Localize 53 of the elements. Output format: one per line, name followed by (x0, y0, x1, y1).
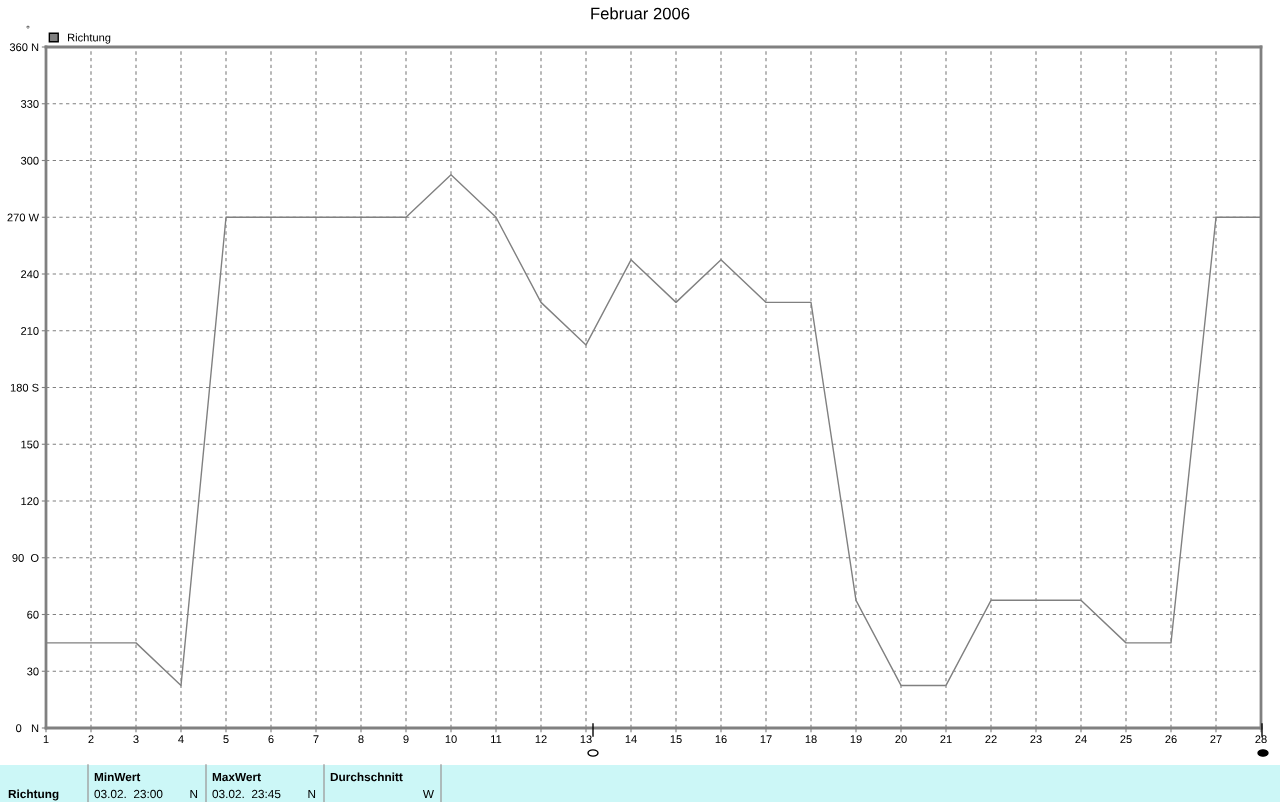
text: Richtung (8, 789, 59, 801)
x-tick-label: 23 (1030, 735, 1042, 744)
x-tick-label: 26 (1165, 735, 1177, 744)
y-tick-label: 0 N (16, 724, 39, 733)
x-tick-label: 24 (1075, 735, 1087, 743)
x-tick-label: 5 (223, 735, 229, 744)
chart-title: Februar 2006 (591, 7, 690, 20)
y-tick-label: 360 N (9, 43, 39, 52)
y-tick-label: 30 (27, 667, 39, 676)
text: 03.02. 23:45 (212, 789, 281, 799)
x-tick-label: 17 (760, 735, 772, 743)
text: N (308, 789, 316, 799)
text: MinWert (94, 772, 141, 782)
text: W (422, 789, 434, 799)
text: Durchschnitt (330, 772, 403, 782)
y-tick-label: 120 (21, 497, 39, 506)
x-tick-label: 18 (805, 735, 817, 744)
y-tick-label: 150 (21, 440, 39, 449)
x-tick-label: 28 (1255, 735, 1267, 744)
x-tick-label: 13 (580, 735, 592, 744)
x-tick-label: 14 (625, 735, 637, 743)
x-tick-label: 10 (445, 735, 457, 744)
text: MaxWert (212, 772, 261, 782)
y-tick-label: 180 S (10, 383, 39, 392)
x-tick-label: 2 (88, 735, 94, 743)
x-tick-label: 27 (1210, 735, 1222, 743)
x-tick-label: 8 (358, 735, 364, 744)
y-tick-label: 300 (20, 156, 39, 165)
x-tick-label: 12 (535, 735, 547, 743)
x-tick-label: 15 (670, 735, 682, 744)
x-tick-label: 3 (133, 735, 139, 744)
y-tick-label: 240 (21, 270, 39, 279)
y-tick-label: 330 (20, 100, 39, 108)
x-tick-label: 9 (403, 735, 409, 744)
y-tick-label: 60 (27, 610, 39, 619)
x-tick-label: 20 (895, 735, 907, 744)
x-tick-label: 22 (985, 735, 997, 743)
text: 03.02. 23:00 (94, 789, 163, 799)
y-tick-label: 90 O (12, 554, 39, 562)
text: N (190, 789, 198, 799)
x-tick-label: 16 (715, 735, 727, 744)
x-tick-label: 6 (268, 735, 274, 744)
x-tick-label: 7 (313, 735, 319, 743)
x-tick-label: 1 (43, 735, 49, 743)
y-tick-label: 270 W (7, 213, 40, 222)
x-tick-label: 11 (491, 735, 502, 743)
y-tick-label: 210 (21, 327, 39, 335)
x-tick-label: 19 (850, 735, 862, 744)
x-tick-label: 25 (1120, 735, 1132, 744)
x-tick-label: 21 (940, 735, 952, 743)
x-tick-label: 4 (178, 735, 184, 743)
legend-label: Richtung (68, 33, 111, 44)
y-axis-title: ° (26, 25, 30, 29)
